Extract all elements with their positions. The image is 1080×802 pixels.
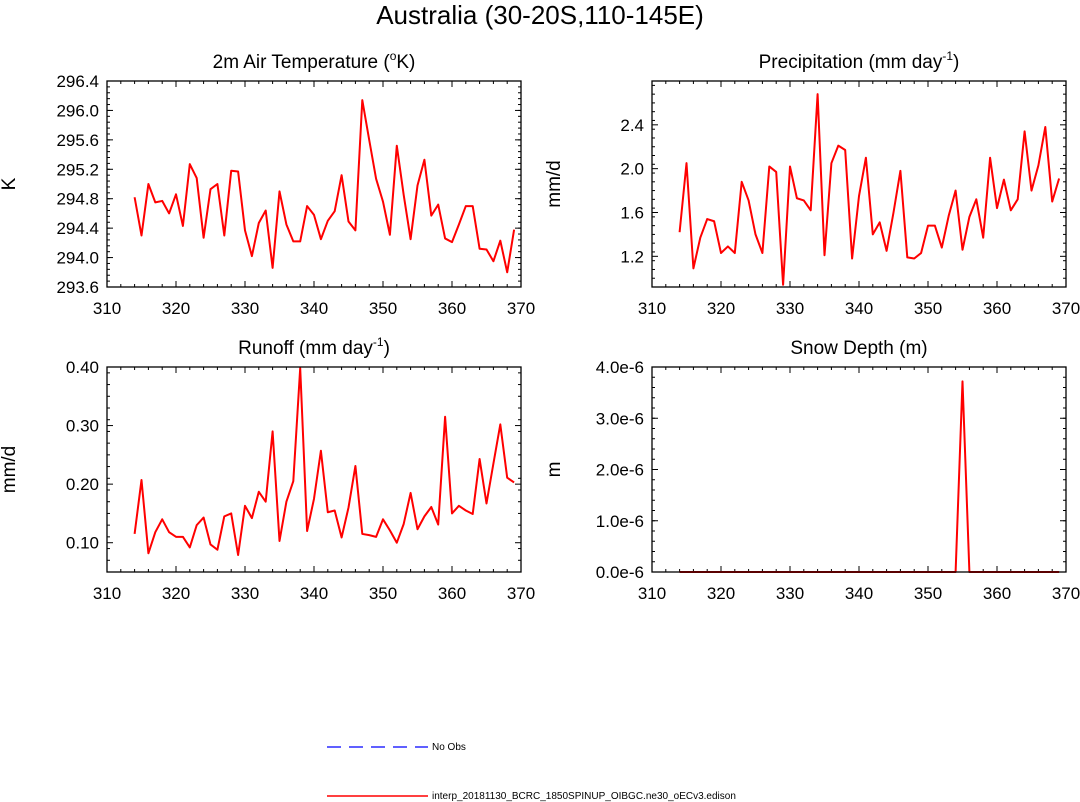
y-tick-label: 2.0e-6 [596,461,644,480]
y-tick-label: 0.40 [66,358,99,377]
x-tick-label: 370 [507,584,535,603]
y-tick-label: 296.4 [56,72,99,91]
y-tick-label: 296.0 [56,101,99,120]
panel-snow-depth: Snow Depth (m) m 310 320 330 340 350 360 370 0.0e… [544,338,1080,603]
x-tick-label: 360 [983,584,1011,603]
y-tick-label: 3.0e-6 [596,409,644,428]
y-axis-label: m [544,462,565,478]
y-tick-label: 2.4 [620,116,644,135]
series-line [679,380,1060,573]
panel-title: 2m Air Temperature (oK) [213,49,416,73]
y-tick-label: 1.2 [620,247,644,266]
x-tick-label: 330 [776,584,804,603]
legend: No Obs interp_20181130_BCRC_1850SPINUP_O… [327,742,736,802]
y-tick-label: 295.6 [56,131,99,150]
plot-frame [106,80,522,288]
legend-obs-label: No Obs [432,742,466,753]
plot-frame [651,366,1067,573]
x-tick-label: 320 [707,299,735,318]
x-tick-label: 350 [369,584,397,603]
y-axis-label: mm/d [544,160,565,208]
panel-runoff: Runoff (mm day-1) mm/d 310 320 330 340 350 360 3… [0,335,535,603]
x-tick-label: 330 [231,299,259,318]
x-tick-label: 370 [1052,584,1080,603]
y-tick-label: 0.0e-6 [596,563,644,582]
plot-frame [106,366,522,573]
y-tick-label: 0.30 [66,417,99,436]
panel-title-text: Snow Depth (m) [790,338,927,359]
x-tick-label: 310 [638,299,666,318]
x-tick-label: 330 [231,584,259,603]
y-tick-label: 0.10 [66,534,99,553]
panel-title-end: ) [953,52,959,73]
series-line [133,99,516,274]
plot-frame [651,80,1067,288]
y-tick-label: 294.0 [56,249,99,268]
x-tick-label: 350 [369,299,397,318]
x-tick-label: 320 [162,584,190,603]
y-tick-label: 2.0 [620,160,644,179]
x-tick-label: 350 [914,299,942,318]
legend-model-label: interp_20181130_BCRC_1850SPINUP_OIBGC.ne… [432,791,736,802]
x-tick-label: 310 [93,299,121,318]
y-tick-label: 295.2 [56,160,99,179]
x-tick-label: 340 [845,299,873,318]
panel-title: Snow Depth (m) [790,338,927,359]
y-tick-label: 294.8 [56,190,99,209]
panel-title-superscript: o [390,49,397,63]
y-tick-label: 4.0e-6 [596,358,644,377]
panel-title-text: Precipitation (mm day [759,52,943,73]
x-tick-label: 330 [776,299,804,318]
y-tick-label: 294.4 [56,219,99,238]
y-tick-label: 293.6 [56,278,99,297]
panel-precipitation: Precipitation (mm day-1) mm/d 310 320 330 340… [544,49,1080,318]
panel-title: Precipitation (mm day-1) [759,49,960,73]
panel-title-end: ) [384,338,390,359]
y-tick-label: 0.20 [66,475,99,494]
x-tick-label: 360 [438,584,466,603]
x-tick-label: 340 [845,584,873,603]
panel-title-text: 2m Air Temperature ( [213,52,391,73]
figure-title: Australia (30-20S,110-145E) [376,0,704,30]
x-tick-label: 340 [300,584,328,603]
x-tick-label: 360 [983,299,1011,318]
x-tick-label: 370 [1052,299,1080,318]
x-tick-label: 370 [507,299,535,318]
y-axis-label: mm/d [0,446,20,494]
series-line [133,367,515,557]
x-tick-label: 360 [438,299,466,318]
y-tick-label: 1.0e-6 [596,512,644,531]
panel-title-end: K) [396,52,415,73]
x-tick-label: 350 [914,584,942,603]
panel-title-superscript: -1 [373,335,384,349]
x-tick-label: 310 [93,584,121,603]
y-tick-label: 1.6 [620,203,644,222]
series-line [678,93,1061,286]
x-tick-label: 340 [300,299,328,318]
panel-title: Runoff (mm day-1) [238,335,390,359]
x-tick-label: 320 [162,299,190,318]
x-tick-label: 320 [707,584,735,603]
panel-title-superscript: -1 [942,49,953,63]
x-tick-label: 310 [638,584,666,603]
panel-air-temperature: 2m Air Temperature (oK) K 310 320 330 340 350 3… [0,49,535,318]
panel-title-text: Runoff (mm day [238,338,373,359]
y-axis-label: K [0,177,20,190]
